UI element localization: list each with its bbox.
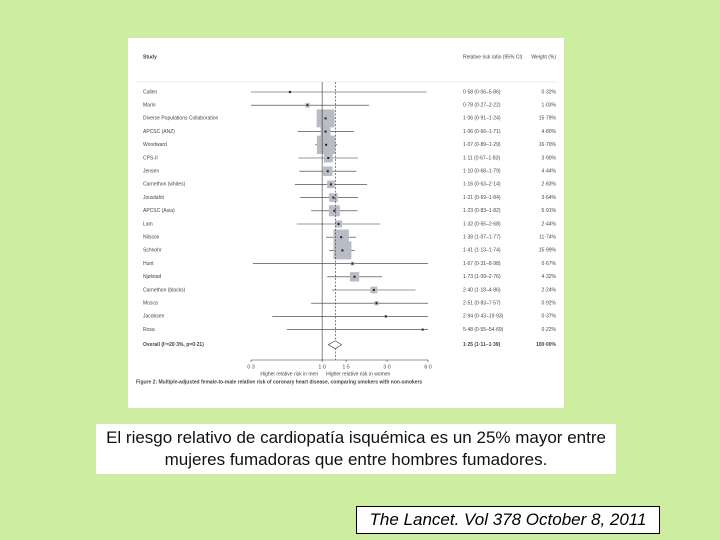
column-header: Relative risk ratio (95% CI) [463, 54, 523, 60]
value-label: 1·67 (0·31–8·98) [463, 261, 501, 267]
x-label-right: Higher relative risk in women [326, 371, 390, 377]
study-label: Mosca [143, 301, 158, 307]
weight-label: 0·67% [542, 261, 557, 267]
point [341, 249, 344, 252]
point [340, 236, 343, 239]
point [324, 130, 327, 133]
study-label: Jousilahti [143, 195, 164, 201]
value-label: 1·10 (0·68–1·79) [463, 169, 501, 175]
value-label: 1·16 (0·63–2·14) [463, 182, 501, 188]
weight-label: 0·32% [542, 89, 557, 95]
value-label: 1·11 (0·67–1·83) [463, 155, 500, 161]
overall-label: Overall (I²=20·3%, p=0·21) [143, 342, 204, 348]
x-tick-label: 0·3 [247, 364, 254, 370]
overall-value-label: 1·25 (1·11–1·39) [463, 342, 501, 348]
weight-label: 0·92% [542, 301, 557, 307]
study-label: Jensen [143, 169, 159, 175]
point [337, 223, 340, 225]
point [421, 328, 424, 331]
point [288, 91, 291, 93]
value-label: 2·94 (0·43–19·93) [463, 314, 504, 320]
study-label: Lam [143, 221, 153, 227]
point [324, 117, 327, 120]
weight-label: 1·03% [542, 103, 557, 109]
overall-weight-label: 100·00% [536, 342, 557, 348]
point [327, 157, 330, 159]
weight-label: 3·64% [542, 195, 557, 201]
value-label: 1·06 (0·91–1·24) [463, 116, 501, 122]
point [326, 170, 329, 173]
weight-label: 4·80% [542, 129, 557, 135]
weight-label: 2·24% [542, 287, 557, 293]
value-label: 0·58 (0·06–5·86) [463, 89, 501, 95]
point [351, 262, 354, 265]
value-label: 1·07 (0·89–1·29) [463, 142, 501, 148]
point [329, 183, 332, 186]
point [325, 143, 328, 146]
weight-label: 0·22% [542, 327, 557, 333]
slide-text: El riesgo relativo de cardiopatía isquém… [96, 424, 616, 474]
point [333, 209, 336, 212]
study-label: Carnethon (whites) [143, 182, 186, 188]
study-label: Cullen [143, 89, 157, 95]
weight-label: 0·37% [542, 314, 557, 320]
value-label: 1·06 (0·66–1·71) [463, 129, 501, 135]
overall-diamond [327, 340, 343, 350]
weight-label: 15·99% [539, 248, 557, 254]
value-label: 2·51 (0·83–7·57) [463, 301, 501, 307]
weight-label: 11·74% [539, 235, 556, 241]
study-label: Hunt [143, 261, 154, 267]
study-label: Marin [143, 103, 156, 109]
value-label: 0·78 (0·27–2·22) [463, 103, 501, 109]
study-label: Njølstad [143, 274, 162, 280]
column-header: Weight (%) [531, 54, 556, 60]
study-label: APCSC (ANZ) [143, 129, 175, 135]
value-label: 1·38 (1·07–1·77) [463, 235, 501, 241]
study-label: Schnohr [143, 248, 162, 254]
weight-label: 16·70% [539, 142, 557, 148]
citation: The Lancet. Vol 378 October 8, 2011 [356, 506, 660, 534]
x-tick-label: 6·0 [424, 364, 431, 370]
value-label: 2·40 (1·18–4·86) [463, 287, 501, 293]
study-label: APCSC (Asia) [143, 208, 175, 214]
value-label: 5·48 (0·55–54·69) [463, 327, 504, 333]
weight-label: 2·83% [542, 182, 557, 188]
x-tick-label: 3·0 [383, 364, 390, 370]
point [384, 315, 387, 318]
value-label: 1·23 (0·83–1·82) [463, 208, 501, 214]
point [375, 302, 378, 305]
x-label-left: Higher relative risk in men [260, 371, 318, 377]
weight-label: 4·32% [542, 274, 557, 280]
value-label: 1·32 (0·65–2·68) [463, 221, 501, 227]
weight-label: 5·91% [542, 208, 557, 214]
value-label: 1·21 (0·69–1·84) [463, 195, 501, 201]
point [332, 196, 335, 199]
x-tick-label: 1·5 [342, 364, 349, 370]
point [306, 104, 309, 107]
study-label: Diverse Populations Collaboration [143, 116, 219, 122]
value-label: 1·73 (1·09–2·76) [463, 274, 501, 280]
weight-label: 4·44% [542, 169, 557, 175]
x-tick-label: 1·0 [319, 364, 326, 370]
study-label: Woodward [143, 142, 167, 148]
forest-plot: Study Relative risk ratio (95% CI) Weigh… [128, 38, 564, 408]
weight-label: 3·90% [542, 155, 557, 161]
value-label: 1·41 (1·13–1·74) [463, 248, 501, 254]
point [372, 289, 375, 291]
figure-caption: Figure 2: Multiple-adjusted female-to-ma… [136, 379, 422, 385]
column-header: Study [143, 54, 157, 60]
weight-label: 2·44% [542, 221, 557, 227]
plot-area [251, 90, 428, 331]
study-label: CPS-II [143, 155, 158, 161]
study-label: Rosa [143, 327, 155, 333]
study-label: Nilsson [143, 235, 160, 241]
weight-label: 15·79% [539, 116, 557, 122]
figure-background [128, 38, 564, 408]
study-label: Carnethon (blacks) [143, 287, 186, 293]
point [353, 275, 356, 278]
study-label: Jacobsen [143, 314, 165, 320]
